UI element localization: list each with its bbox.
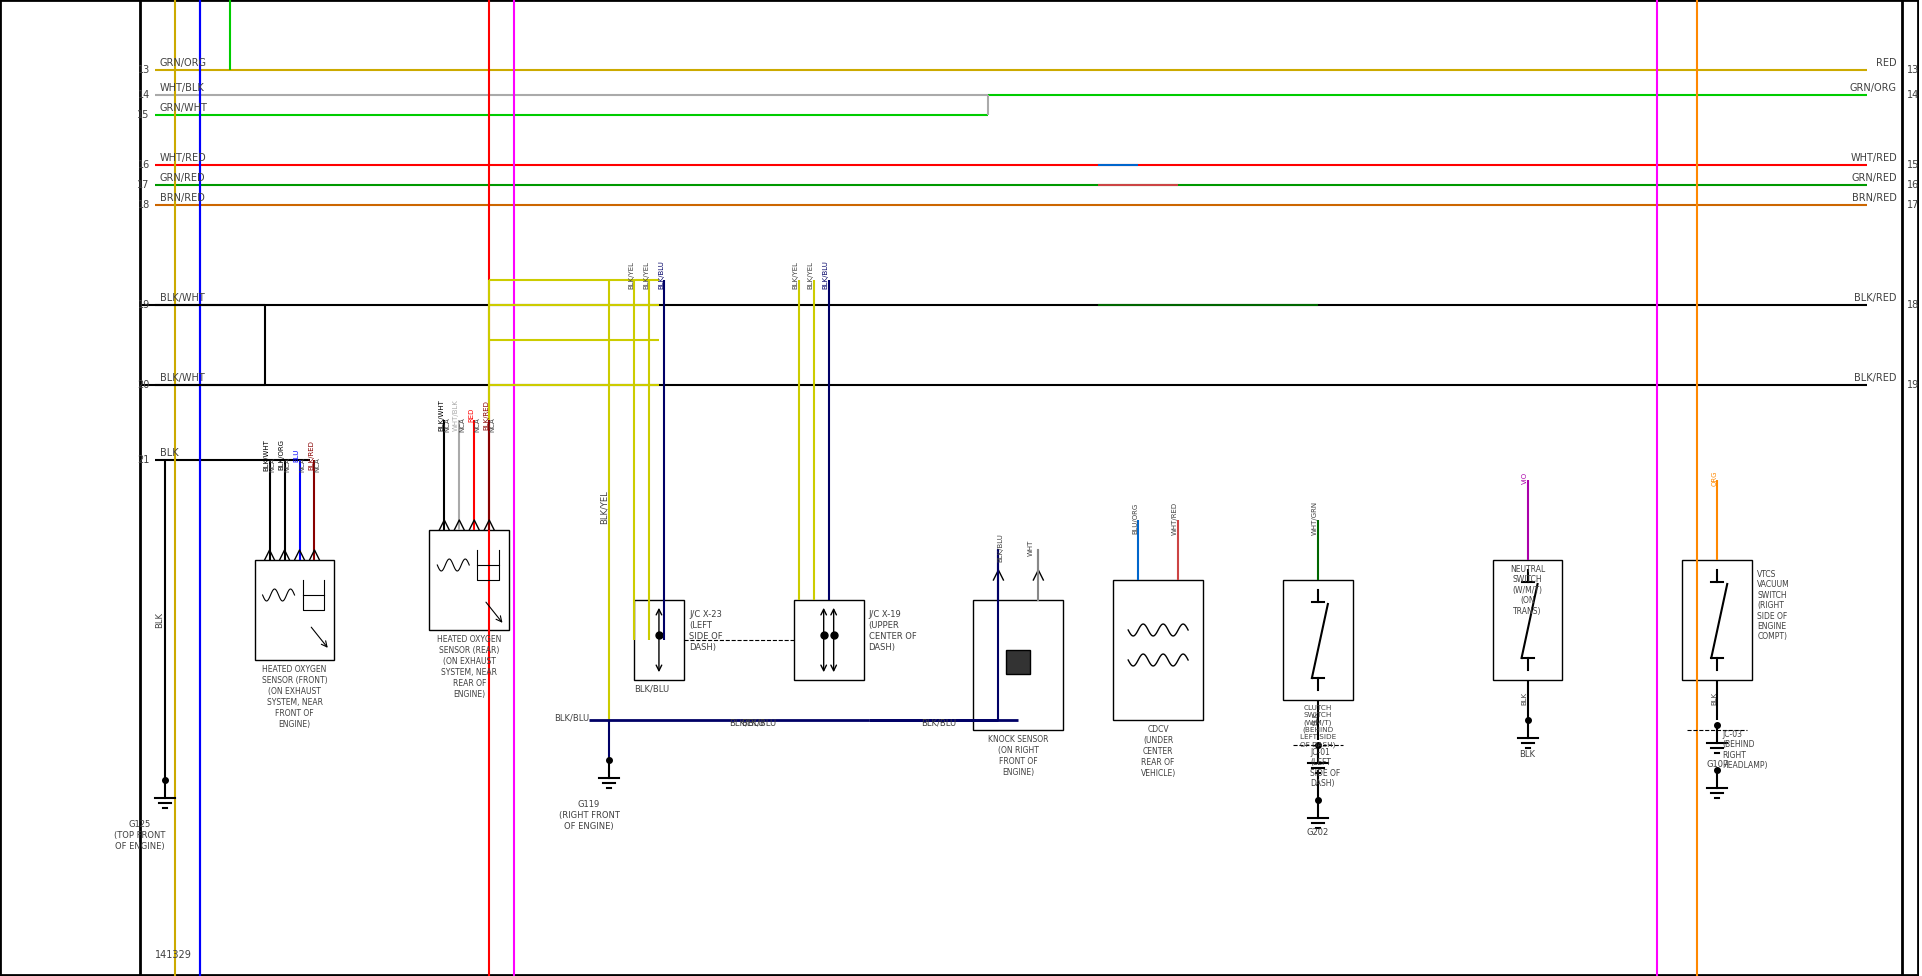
Text: BLK/BLU: BLK/BLU bbox=[921, 718, 955, 727]
Bar bbox=[1007, 650, 1030, 674]
Text: WHT/BLK: WHT/BLK bbox=[454, 399, 459, 431]
Text: BLK: BLK bbox=[1520, 750, 1536, 759]
Text: J/C X-23
(LEFT
SIDE OF
DASH): J/C X-23 (LEFT SIDE OF DASH) bbox=[688, 610, 723, 652]
Bar bbox=[794, 600, 863, 680]
Text: 13: 13 bbox=[1907, 65, 1920, 75]
Text: NCA: NCA bbox=[269, 458, 275, 472]
Text: 14: 14 bbox=[1907, 90, 1920, 100]
Text: BLK/YEL: BLK/YEL bbox=[792, 261, 800, 289]
Text: BLK/WHT: BLK/WHT bbox=[438, 399, 444, 431]
Text: BLK/BLU: BLK/BLU bbox=[742, 718, 776, 727]
Text: G125
(TOP FRONT
OF ENGINE): G125 (TOP FRONT OF ENGINE) bbox=[113, 820, 165, 851]
Text: NCA: NCA bbox=[300, 458, 306, 472]
Text: GRN/WHT: GRN/WHT bbox=[160, 103, 208, 113]
Text: BLK/WHT: BLK/WHT bbox=[160, 293, 204, 303]
Text: JC-03
(BEHIND
RIGHT
HEADLAMP): JC-03 (BEHIND RIGHT HEADLAMP) bbox=[1722, 730, 1768, 770]
Text: BLK/YEL: BLK/YEL bbox=[644, 261, 650, 289]
Text: KNOCK SENSOR
(ON RIGHT
FRONT OF
ENGINE): KNOCK SENSOR (ON RIGHT FRONT OF ENGINE) bbox=[988, 735, 1049, 777]
Text: 18: 18 bbox=[1907, 300, 1920, 310]
Text: HEATED OXYGEN
SENSOR (FRONT)
(ON EXHAUST
SYSTEM, NEAR
FRONT OF
ENGINE): HEATED OXYGEN SENSOR (FRONT) (ON EXHAUST… bbox=[261, 665, 327, 729]
Text: BLK/BLU: BLK/BLU bbox=[998, 534, 1003, 562]
Text: BLK/RED: BLK/RED bbox=[482, 400, 490, 430]
Text: ORG: ORG bbox=[1711, 470, 1716, 486]
Text: BLK/BLU: BLK/BLU bbox=[728, 718, 763, 727]
Text: WHT/RED: WHT/RED bbox=[160, 153, 206, 163]
Text: NCA: NCA bbox=[490, 418, 496, 432]
Text: 21: 21 bbox=[136, 455, 150, 465]
Text: BLK: BLK bbox=[1711, 692, 1716, 705]
Text: 19: 19 bbox=[1907, 380, 1920, 390]
Text: BLK/WHT: BLK/WHT bbox=[160, 373, 204, 383]
Text: BLU: BLU bbox=[294, 448, 300, 462]
Bar bbox=[973, 600, 1063, 730]
Text: NCA: NCA bbox=[284, 458, 290, 472]
Text: GRN/ORG: GRN/ORG bbox=[160, 58, 208, 68]
Bar bbox=[254, 560, 334, 660]
Bar bbox=[1113, 580, 1203, 720]
Text: BLK/BLU: BLK/BLU bbox=[823, 261, 828, 290]
Text: BLK/WHT: BLK/WHT bbox=[263, 439, 269, 471]
Bar bbox=[634, 600, 684, 680]
Text: 13: 13 bbox=[138, 65, 150, 75]
Text: 18: 18 bbox=[138, 200, 150, 210]
Text: BLK/RED: BLK/RED bbox=[1855, 373, 1897, 383]
Text: 17: 17 bbox=[1907, 200, 1920, 210]
Text: VIO: VIO bbox=[1522, 472, 1528, 484]
Text: BLK/RED: BLK/RED bbox=[1855, 293, 1897, 303]
Text: RED: RED bbox=[1876, 58, 1897, 68]
Text: G119
(RIGHT FRONT
OF ENGINE): G119 (RIGHT FRONT OF ENGINE) bbox=[559, 800, 619, 832]
Text: GRN/RED: GRN/RED bbox=[160, 173, 206, 183]
Text: BLK/BLU: BLK/BLU bbox=[657, 261, 663, 290]
Bar bbox=[1682, 560, 1753, 680]
Bar bbox=[1284, 580, 1353, 700]
Text: BLK: BLK bbox=[1522, 692, 1528, 705]
Text: BRN/RED: BRN/RED bbox=[1853, 193, 1897, 203]
Text: BLK: BLK bbox=[156, 612, 163, 628]
Bar bbox=[1493, 560, 1563, 680]
Text: 14: 14 bbox=[138, 90, 150, 100]
Text: NCA: NCA bbox=[459, 418, 465, 432]
Text: 15: 15 bbox=[136, 110, 150, 120]
Text: 15: 15 bbox=[1907, 160, 1920, 170]
Text: WHT/GRN: WHT/GRN bbox=[1313, 501, 1318, 535]
Text: BRN/RED: BRN/RED bbox=[160, 193, 204, 203]
Text: WHT/RED: WHT/RED bbox=[1172, 502, 1178, 535]
Text: G202: G202 bbox=[1307, 828, 1328, 837]
Text: 16: 16 bbox=[1907, 180, 1920, 190]
Text: BLK/ORG: BLK/ORG bbox=[279, 439, 284, 470]
Text: BLK/YEL: BLK/YEL bbox=[600, 490, 609, 524]
Text: HEATED OXYGEN
SENSOR (REAR)
(ON EXHAUST
SYSTEM, NEAR
REAR OF
ENGINE): HEATED OXYGEN SENSOR (REAR) (ON EXHAUST … bbox=[436, 635, 502, 700]
Text: BLU/ORG: BLU/ORG bbox=[1132, 503, 1138, 534]
Text: 20: 20 bbox=[136, 380, 150, 390]
Text: CDCV
(UNDER
CENTER
REAR OF
VEHICLE): CDCV (UNDER CENTER REAR OF VEHICLE) bbox=[1140, 725, 1176, 779]
Text: CLUTCH
SWITCH
(W/M/T)
(BEHIND
LEFT SIDE
OF DASH): CLUTCH SWITCH (W/M/T) (BEHIND LEFT SIDE … bbox=[1299, 705, 1336, 748]
Text: G107: G107 bbox=[1707, 760, 1728, 769]
Text: RED: RED bbox=[469, 408, 475, 423]
Text: J/C X-19
(UPPER
CENTER OF
DASH): J/C X-19 (UPPER CENTER OF DASH) bbox=[869, 610, 917, 652]
Text: 19: 19 bbox=[138, 300, 150, 310]
Text: 16: 16 bbox=[138, 160, 150, 170]
Bar bbox=[429, 530, 509, 630]
Text: VTCS
VACUUM
SWITCH
(RIGHT
SIDE OF
ENGINE
COMPT): VTCS VACUUM SWITCH (RIGHT SIDE OF ENGINE… bbox=[1757, 570, 1789, 641]
Text: BLK/YEL: BLK/YEL bbox=[628, 261, 634, 289]
Text: BLK: BLK bbox=[160, 448, 179, 458]
Text: NCA: NCA bbox=[315, 458, 321, 472]
Text: BLK/BLU: BLK/BLU bbox=[554, 713, 588, 722]
Text: BLK/BLU: BLK/BLU bbox=[634, 685, 669, 694]
Text: NCA: NCA bbox=[444, 418, 450, 432]
Text: BLK/RED: BLK/RED bbox=[309, 440, 315, 469]
Text: JC-01
(LEFT
SIDE OF
DASH): JC-01 (LEFT SIDE OF DASH) bbox=[1311, 748, 1340, 789]
Text: WHT: WHT bbox=[1028, 540, 1034, 556]
Text: BLK/YEL: BLK/YEL bbox=[807, 261, 813, 289]
Text: NEUTRAL
SWITCH
(W/M/T)
(ON
TRANS): NEUTRAL SWITCH (W/M/T) (ON TRANS) bbox=[1511, 565, 1545, 616]
Text: 17: 17 bbox=[136, 180, 150, 190]
Text: WHT/BLK: WHT/BLK bbox=[160, 83, 204, 93]
Text: WHT/RED: WHT/RED bbox=[1851, 153, 1897, 163]
Text: GRN/RED: GRN/RED bbox=[1851, 173, 1897, 183]
Text: BLK: BLK bbox=[1313, 712, 1318, 725]
Text: 141329: 141329 bbox=[156, 950, 192, 960]
Text: GRN/ORG: GRN/ORG bbox=[1851, 83, 1897, 93]
Text: NCA: NCA bbox=[475, 418, 480, 432]
